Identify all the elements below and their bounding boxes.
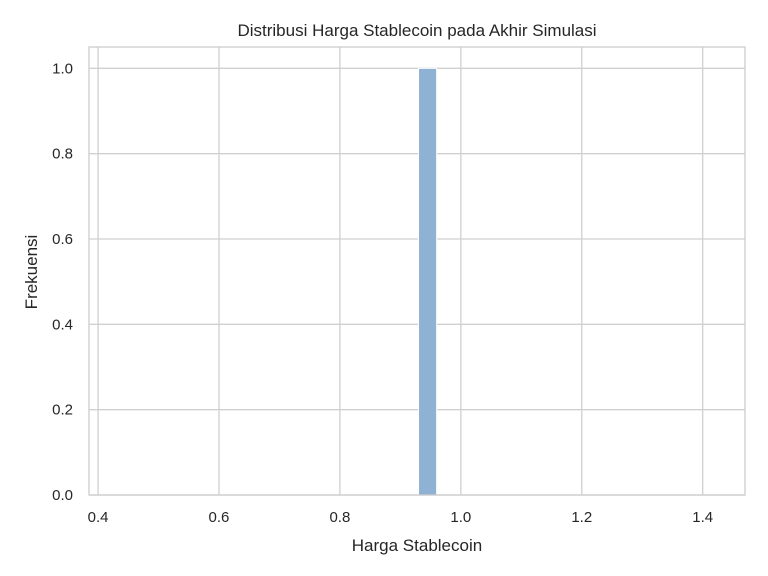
y-tick-label: 0.8 [52,146,73,163]
x-tick-label: 0.8 [329,509,350,526]
histogram-bar [418,67,438,496]
y-axis-label: Frekuensi [22,235,41,310]
y-tick-labels: 0.0 0.2 0.4 0.6 0.8 1.0 [52,60,73,504]
plot-frame [88,46,746,496]
y-tick-label: 0.4 [52,316,73,333]
y-tick-label: 0.2 [52,402,73,419]
y-tick-label: 1.0 [52,60,73,77]
histogram-bars [418,67,438,496]
y-tick-label: 0.0 [52,487,73,504]
x-tick-label: 0.4 [88,509,109,526]
x-tick-label: 0.6 [209,509,230,526]
x-tick-label: 1.4 [692,509,713,526]
x-axis-label: Harga Stablecoin [352,536,482,555]
y-tick-label: 0.6 [52,231,73,248]
x-tick-labels: 0.4 0.6 0.8 1.0 1.2 1.4 [88,509,713,526]
x-tick-label: 1.2 [571,509,592,526]
grid-lines [89,47,745,496]
chart-title: Distribusi Harga Stablecoin pada Akhir S… [237,21,596,40]
x-tick-label: 1.0 [450,509,471,526]
